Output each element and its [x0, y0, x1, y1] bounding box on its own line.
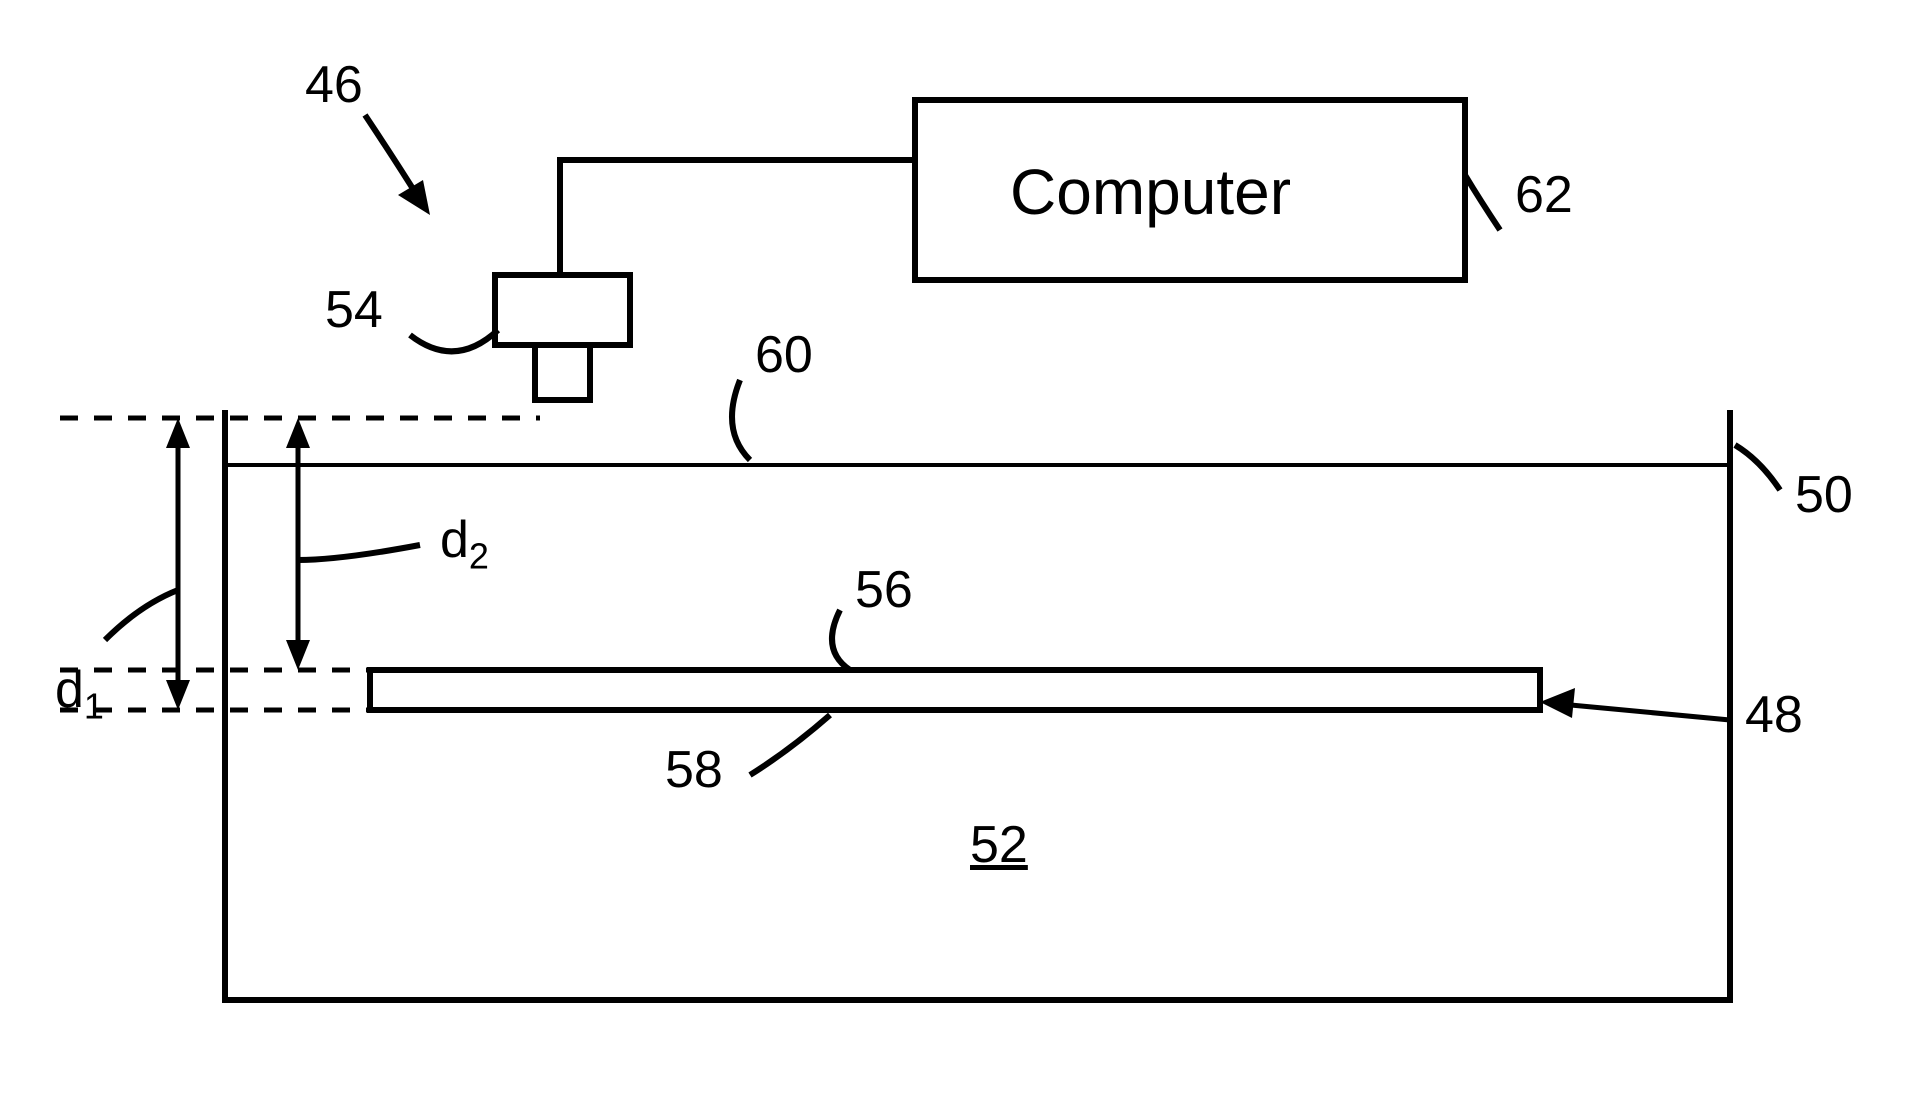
leader-58 [750, 715, 830, 775]
label-computer: Computer [1010, 155, 1291, 229]
leader-50 [1735, 445, 1780, 490]
label-48: 48 [1745, 685, 1803, 745]
sensor [495, 275, 630, 400]
leader-56 [832, 610, 850, 670]
leader-d1 [105, 590, 178, 640]
diagram-svg [0, 0, 1907, 1110]
leader-46 [365, 115, 430, 215]
leader-54 [410, 330, 498, 351]
d2-dimension [286, 418, 310, 670]
leader-d2 [298, 545, 420, 560]
label-d1: d1 [55, 660, 104, 727]
d1-dimension [166, 418, 190, 710]
label-56: 56 [855, 560, 913, 620]
wafer [370, 670, 1540, 710]
label-54: 54 [325, 280, 383, 340]
patent-diagram: 46 54 60 62 50 56 58 48 52 d1 d2 Compute… [0, 0, 1907, 1110]
label-58: 58 [665, 740, 723, 800]
wire [560, 160, 915, 275]
label-d2: d2 [440, 510, 489, 577]
label-62: 62 [1515, 165, 1573, 225]
leader-62 [1465, 175, 1500, 230]
label-46: 46 [305, 55, 363, 115]
leader-60 [732, 380, 750, 460]
label-52: 52 [970, 815, 1028, 875]
label-60: 60 [755, 325, 813, 385]
leader-48 [1540, 688, 1730, 720]
label-50: 50 [1795, 465, 1853, 525]
